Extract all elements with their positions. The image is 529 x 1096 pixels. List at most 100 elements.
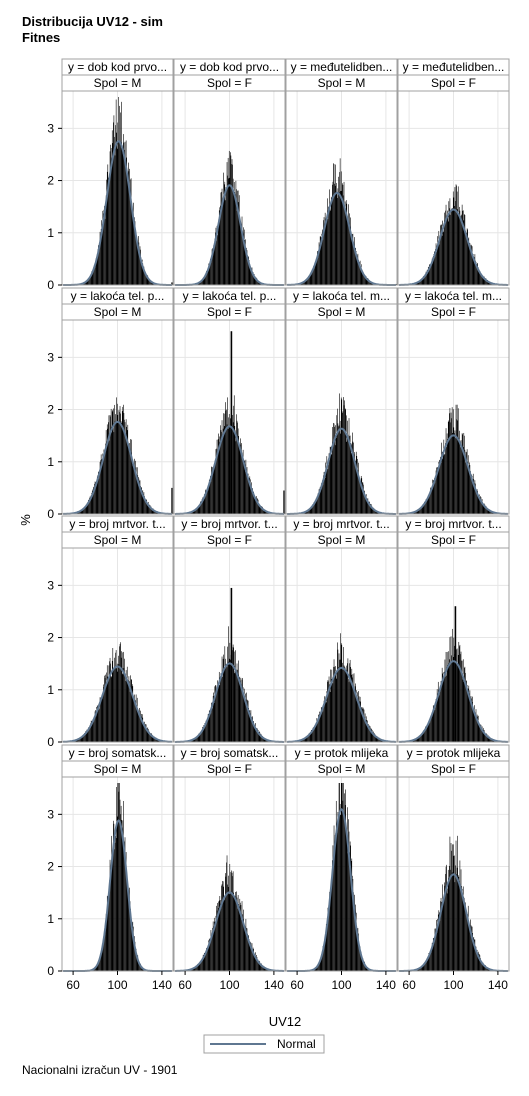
histogram-bar xyxy=(225,402,226,514)
histogram-bar xyxy=(308,508,310,514)
histogram-bar xyxy=(339,420,341,514)
histogram-bar xyxy=(325,696,327,742)
histogram-bar xyxy=(316,966,318,971)
histogram-bar xyxy=(365,494,367,514)
histogram-bar xyxy=(247,700,248,742)
histogram-bar xyxy=(346,441,348,514)
histogram-bar xyxy=(334,841,335,971)
histogram-bar xyxy=(415,738,417,742)
histogram-bar xyxy=(126,169,128,285)
histogram-bar xyxy=(424,962,426,971)
histogram-bar xyxy=(337,423,339,514)
histogram-bar xyxy=(328,911,329,971)
histogram-bar xyxy=(245,459,247,514)
histogram-bar xyxy=(490,738,491,742)
histogram-bar xyxy=(216,688,218,742)
histogram-bar xyxy=(196,508,197,514)
histogram-bar xyxy=(352,875,353,971)
histogram-bar xyxy=(101,943,103,971)
histogram-bar xyxy=(101,948,103,971)
histogram-bar xyxy=(148,278,150,285)
histogram-bar xyxy=(117,783,119,971)
histogram-bar xyxy=(227,397,228,514)
histogram-bar xyxy=(425,962,426,971)
histogram-bar xyxy=(258,732,259,742)
histogram-bar xyxy=(315,726,317,742)
histogram-bar xyxy=(446,214,448,285)
histogram-bar xyxy=(420,279,422,285)
histogram-bar xyxy=(487,508,488,514)
histogram-bar xyxy=(343,195,344,285)
histogram-bar xyxy=(119,105,120,285)
histogram-bar xyxy=(466,452,467,514)
histogram-bar xyxy=(213,245,215,285)
histogram-bar xyxy=(303,738,305,742)
histogram-bar xyxy=(474,713,476,742)
histogram-bar xyxy=(91,492,93,514)
histogram-bar xyxy=(344,793,345,971)
histogram-bar xyxy=(202,498,204,514)
histogram-bar xyxy=(432,479,434,514)
histogram-bar xyxy=(75,740,77,742)
histogram-bar xyxy=(480,497,482,514)
histogram-bar xyxy=(99,958,100,971)
histogram-bar xyxy=(461,447,462,514)
histogram-bar xyxy=(255,728,257,742)
histogram-bar xyxy=(472,254,474,285)
histogram-bar xyxy=(110,663,111,742)
histogram-bar xyxy=(97,249,99,285)
histogram-bar xyxy=(432,480,434,514)
histogram-bar xyxy=(213,466,215,514)
histogram-bar xyxy=(200,502,201,514)
histogram-bar xyxy=(113,122,114,285)
histogram-bar xyxy=(372,507,373,514)
histogram-bar xyxy=(332,860,333,971)
histogram-bar xyxy=(363,961,364,971)
histogram-bar xyxy=(360,951,362,971)
histogram-bar xyxy=(245,699,247,742)
histogram-bar xyxy=(327,680,329,742)
histogram-bar xyxy=(339,803,341,971)
histogram-bar xyxy=(99,231,101,285)
histogram-bar xyxy=(356,257,358,285)
histogram-bar xyxy=(95,482,96,514)
histogram-bar xyxy=(149,279,151,285)
histogram-bar xyxy=(138,477,139,514)
histogram-bar xyxy=(374,734,376,742)
histogram-bar xyxy=(444,671,445,742)
histogram-bar xyxy=(84,733,85,742)
histogram-bar xyxy=(310,733,312,742)
histogram-bar xyxy=(133,700,135,742)
histogram-bar xyxy=(215,685,217,742)
histogram-bar xyxy=(446,864,447,971)
histogram-bar xyxy=(357,458,358,514)
histogram-bar xyxy=(95,258,97,285)
histogram-bar xyxy=(108,665,110,742)
histogram-bar xyxy=(90,720,92,742)
histogram-bar xyxy=(225,873,226,971)
strip-variable-label: y = broj somatsk... xyxy=(69,746,167,760)
histogram-bar xyxy=(437,471,439,514)
histogram-bar xyxy=(468,471,470,514)
histogram-bar xyxy=(439,237,441,285)
histogram-bar xyxy=(195,508,196,514)
histogram-bar xyxy=(314,266,315,285)
histogram-bar xyxy=(77,739,79,742)
histogram-bar xyxy=(138,236,139,285)
histogram-bar xyxy=(434,709,436,742)
histogram-bar xyxy=(363,709,365,742)
histogram-bar xyxy=(347,807,348,971)
histogram-bar xyxy=(210,258,211,285)
histogram-bar xyxy=(456,874,457,971)
histogram-bar xyxy=(134,936,135,971)
histogram-bar xyxy=(199,733,201,742)
histogram-bar xyxy=(80,510,82,514)
panel-frame xyxy=(397,90,510,286)
histogram-bar xyxy=(453,197,455,285)
histogram-bar xyxy=(211,702,212,742)
histogram-bar xyxy=(302,738,304,742)
histogram-bar xyxy=(206,271,208,285)
histogram-bar xyxy=(109,661,110,742)
histogram-bar xyxy=(470,250,471,285)
histogram-bar xyxy=(201,729,203,742)
